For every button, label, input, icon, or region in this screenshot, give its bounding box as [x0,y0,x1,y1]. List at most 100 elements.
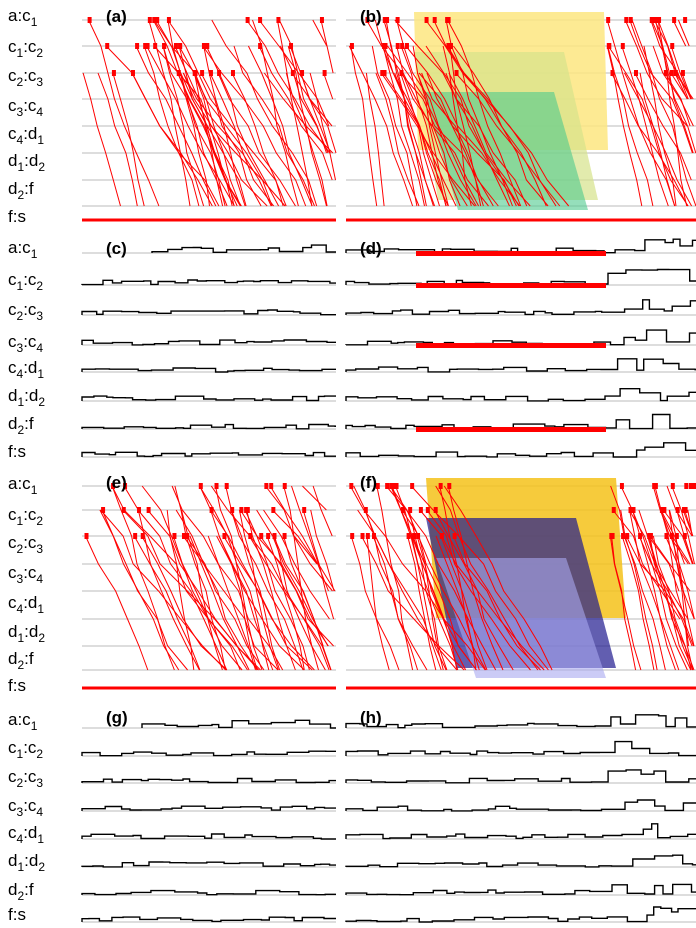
trajectory [217,72,296,207]
panel-label: (e) [106,473,127,492]
row-label: c1:c2 [8,270,43,293]
trajectory [141,535,228,671]
trajectory [312,485,333,537]
stop-marker [178,43,183,49]
stop-marker [688,483,693,489]
stop-marker [669,70,674,76]
row-label: d2:f [8,179,34,202]
stop-marker [433,507,438,513]
trajectory [396,45,468,207]
trajectory [283,535,332,671]
stop-marker [648,533,653,539]
trajectory [146,45,235,207]
stop-marker [153,43,158,49]
panel-h: (h) [345,708,696,923]
trajectory [152,19,235,207]
trajectory [230,509,304,671]
trajectory [361,535,465,671]
stop-marker [230,507,235,513]
trajectory [677,19,690,47]
trajectory [272,509,318,565]
trajectory [371,45,418,207]
stop-marker [448,43,453,49]
panel-label: (g) [106,708,128,727]
trajectory [133,535,201,671]
stop-marker [230,70,235,76]
trajectory [312,19,328,47]
trajectory [153,19,273,207]
trajectory [625,535,694,647]
trajectory [278,19,327,154]
stop-marker [681,507,686,513]
stop-marker [181,533,186,539]
trajectory [82,72,121,207]
trajectory [209,72,275,207]
trajectory [687,509,693,537]
step-line [151,244,336,254]
stop-marker [669,533,674,539]
stop-marker [675,507,680,513]
stop-marker [399,70,404,76]
trajectory [320,19,334,74]
stop-marker [390,483,395,489]
stop-marker [349,483,354,489]
stop-marker [638,533,643,539]
trajectory [323,72,334,100]
trajectory [194,72,224,207]
stop-marker [363,507,368,513]
stop-marker [382,43,387,49]
congestion-marker [416,251,606,256]
panel-label: (b) [360,7,382,26]
trajectory [621,45,669,207]
stop-marker [657,17,662,23]
stop-marker [192,70,197,76]
stop-marker [245,17,250,23]
trajectory [440,535,488,671]
step-line [345,413,696,430]
stop-marker [382,17,387,23]
trajectory [364,509,458,671]
stop-marker [628,17,633,23]
trajectory [372,535,428,671]
stop-marker [432,17,437,23]
row-label: c2:c3 [8,767,43,790]
step-line [345,740,696,757]
trajectory [453,535,541,671]
stop-marker [446,43,451,49]
stop-marker [659,507,664,513]
trajectory [659,509,689,565]
row-label: c2:c3 [8,66,43,89]
trajectory [205,45,280,207]
stop-marker [166,17,171,23]
trajectory [203,45,246,207]
stop-marker [410,483,415,489]
stop-marker [611,507,616,513]
trajectory [389,485,487,671]
stop-marker [371,533,376,539]
step-line [345,799,696,812]
trajectory [672,19,687,47]
trajectory [266,535,305,671]
trajectory [447,485,504,671]
trajectory [252,19,299,207]
trajectory [366,19,489,207]
stop-marker [692,483,696,489]
panel-c: (c) [81,239,336,458]
trajectory [638,535,693,647]
trajectory [200,72,262,207]
trajectory [148,19,191,207]
stop-marker [145,43,150,49]
stop-marker [209,507,214,513]
stop-marker [201,43,206,49]
trajectory [302,509,335,620]
row-label: a:c1 [8,474,38,497]
trajectory [123,485,200,671]
row-label: d2:f [8,880,34,903]
stop-marker [214,483,219,489]
step-line [81,889,336,896]
trajectory [97,72,138,207]
stop-marker [625,533,630,539]
trajectory [652,485,691,565]
panel-label: (h) [360,708,382,727]
trajectory [447,19,522,207]
